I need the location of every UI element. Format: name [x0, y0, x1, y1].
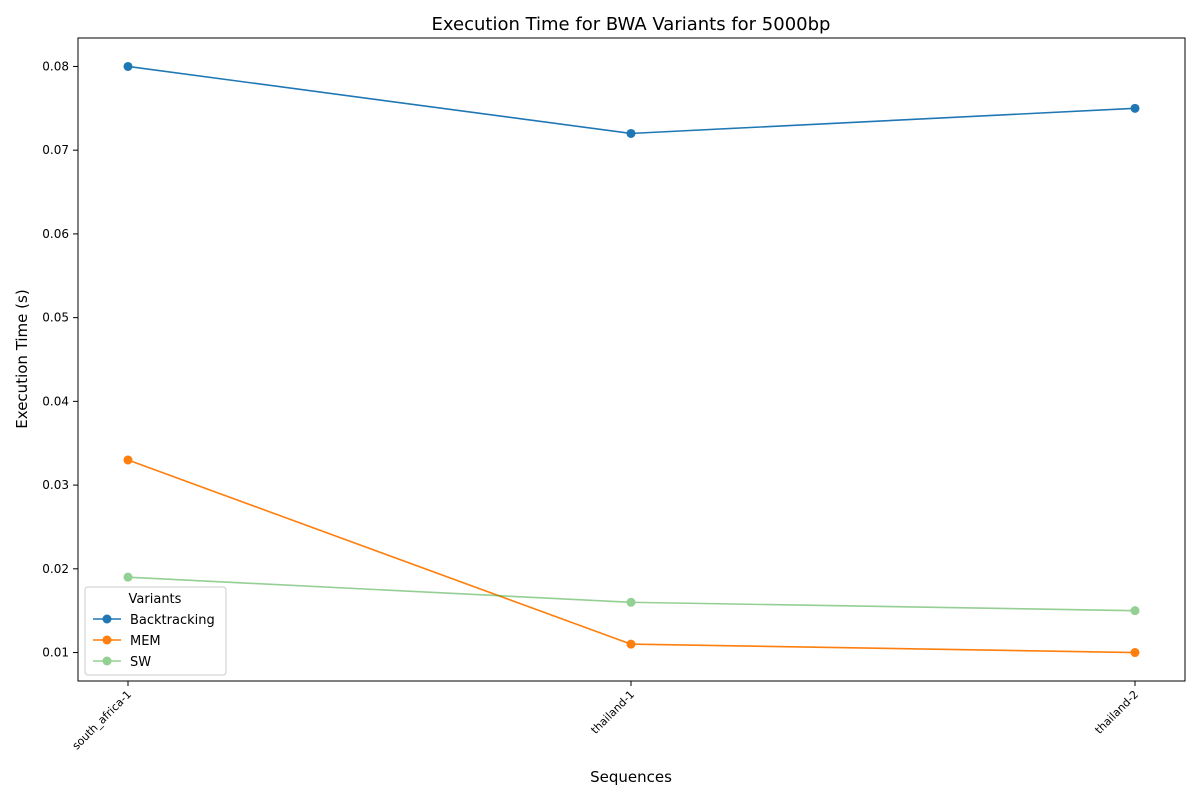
plot-frame	[77, 37, 1186, 682]
chart-title: Execution Time for BWA Variants for 5000…	[432, 14, 831, 35]
legend-label: SW	[130, 655, 151, 670]
series-sw	[123, 572, 1140, 616]
y-tick-label: 0.07	[42, 143, 69, 157]
y-axis-label: Execution Time (s)	[13, 289, 31, 428]
legend-label: Backtracking	[130, 613, 215, 628]
data-point	[123, 61, 133, 71]
data-point	[1130, 606, 1140, 616]
series-backtracking	[123, 61, 1140, 138]
legend-marker	[102, 614, 112, 624]
legend-entry	[93, 614, 121, 624]
x-axis-label: Sequences	[590, 768, 672, 786]
series-mem	[123, 455, 1140, 658]
plot-area	[77, 37, 1186, 682]
y-tick-label: 0.02	[42, 562, 69, 576]
y-tick-label: 0.04	[42, 394, 69, 408]
legend-entry	[93, 656, 121, 666]
x-tick-label: thailand-2	[1092, 688, 1141, 737]
legend-box	[84, 586, 227, 676]
data-point	[1130, 648, 1140, 658]
data-point	[123, 572, 133, 582]
y-tick-label: 0.03	[42, 478, 69, 492]
y-tick-label: 0.01	[42, 646, 69, 660]
legend-title: Variants	[129, 592, 182, 607]
y-tick-label: 0.06	[42, 227, 69, 241]
legend-label: MEM	[130, 634, 161, 649]
legend-marker	[102, 635, 112, 645]
legend-entry	[93, 635, 121, 645]
y-axis: 0.01 0.02 0.03 0.04 0.05 0.06 0.07 0.08	[42, 59, 78, 660]
series-layer	[123, 61, 1140, 658]
y-tick-label: 0.08	[42, 59, 69, 73]
y-tick-label: 0.05	[42, 311, 69, 325]
data-point	[123, 455, 133, 465]
data-point	[626, 597, 636, 607]
data-point	[626, 128, 636, 138]
legend-entries: Backtracking MEM SW	[93, 613, 215, 670]
x-tick-label: south_africa-1	[70, 688, 134, 752]
x-tick-label: thailand-1	[588, 688, 637, 737]
data-point	[626, 639, 636, 649]
legend: Variants Backtracking MEM SW	[84, 586, 227, 676]
data-point	[1130, 103, 1140, 113]
legend-marker	[102, 656, 112, 666]
x-axis: south_africa-1 thailand-1 thailand-2	[70, 681, 1141, 752]
